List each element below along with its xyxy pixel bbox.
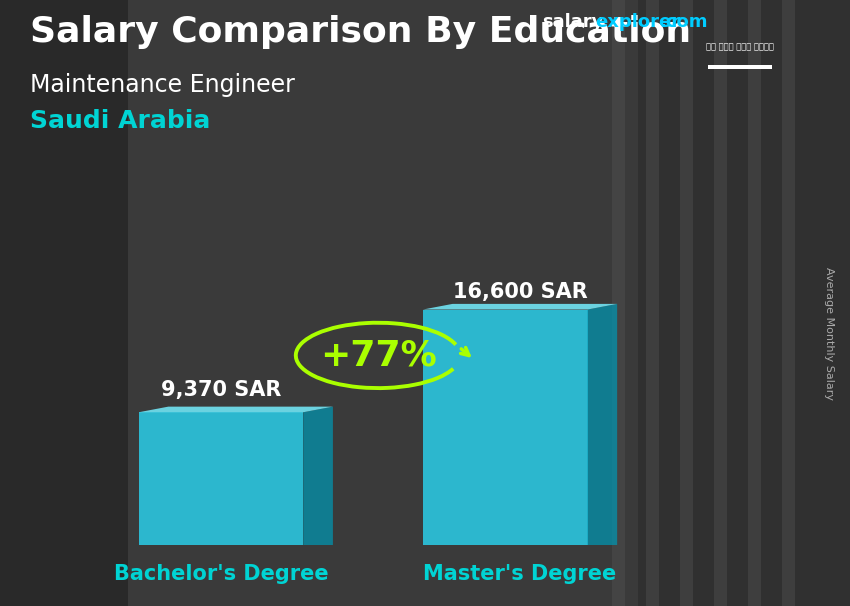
Bar [714,0,727,606]
Bar [646,0,659,606]
Polygon shape [423,304,617,310]
FancyBboxPatch shape [0,0,128,606]
Bar [680,0,693,606]
Polygon shape [139,407,333,412]
Text: Salary Comparison By Education: Salary Comparison By Education [30,15,691,49]
Bar [748,0,761,606]
Text: Average Monthly Salary: Average Monthly Salary [824,267,834,400]
FancyBboxPatch shape [638,0,850,606]
Bar [612,0,625,606]
Text: Saudi Arabia: Saudi Arabia [30,109,210,133]
Text: +77%: +77% [320,338,436,373]
Text: لا إله إلا الله: لا إله إلا الله [706,42,774,51]
Text: .com: .com [659,13,707,32]
Polygon shape [587,304,617,545]
Polygon shape [423,310,587,545]
Bar [708,65,772,69]
Text: 16,600 SAR: 16,600 SAR [453,282,587,302]
Text: salary: salary [542,13,603,32]
Polygon shape [303,407,333,545]
Text: 9,370 SAR: 9,370 SAR [161,379,281,399]
Text: explorer: explorer [595,13,680,32]
Polygon shape [139,412,303,545]
Text: Master's Degree: Master's Degree [423,564,617,584]
Text: Bachelor's Degree: Bachelor's Degree [114,564,328,584]
Bar [782,0,795,606]
Text: Maintenance Engineer: Maintenance Engineer [30,73,295,97]
